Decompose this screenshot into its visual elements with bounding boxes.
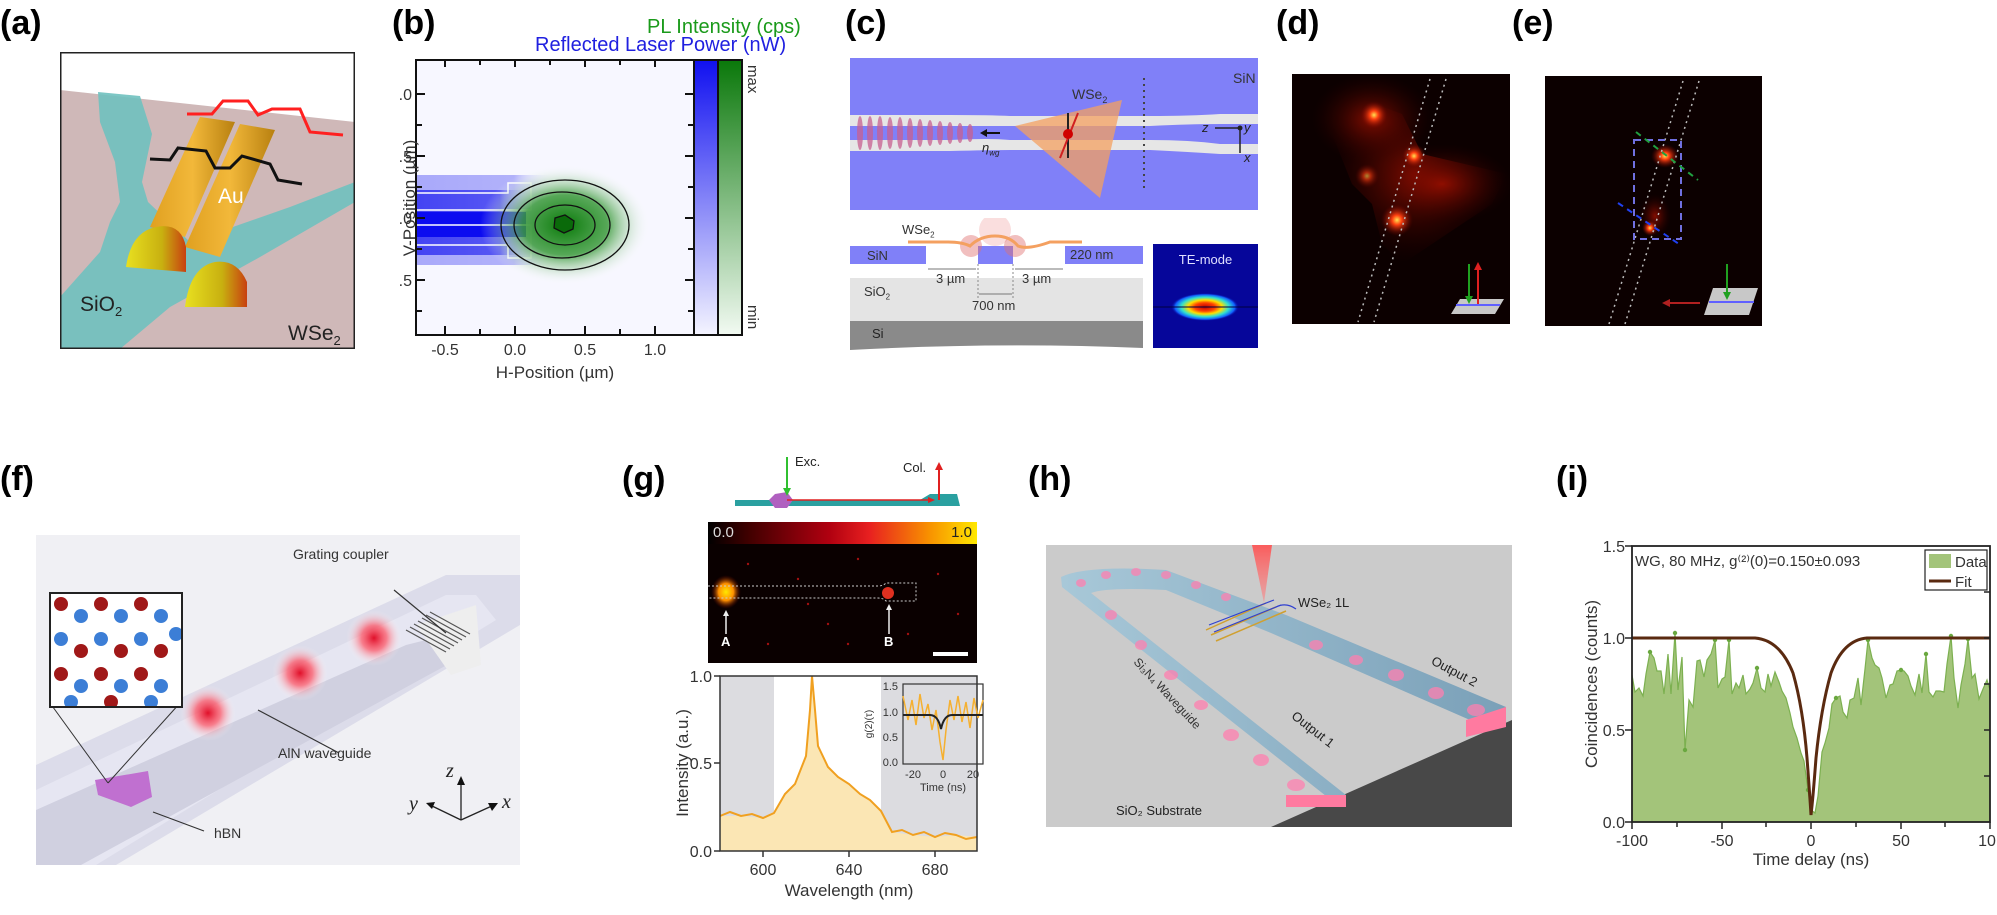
chart-b-heatmap: -0.5 0.0 0.5 1.0 1.0 0.5 0.0 -0.5 H-Posi…: [384, 55, 840, 385]
label-sin-cross: SiN: [867, 248, 888, 263]
label-col: Col.: [903, 460, 927, 475]
panel-h-waveguide-render: WSe₂ 1L Si₃N₄ Waveguide Output 1 Output …: [1046, 545, 1512, 827]
g-colorbar: [708, 522, 977, 544]
g-cbar-max: 1.0: [951, 524, 972, 541]
g-xtick: 600: [750, 862, 777, 879]
i-ytick: 0.0: [1603, 815, 1625, 832]
g-inset-xtick: 0: [940, 769, 946, 781]
legend-data: Data: [1955, 554, 1987, 571]
panel-f-hbn-waveguide-render: Grating coupler AlN waveguide hBN z y x: [36, 535, 520, 865]
label-aln-waveguide: AlN waveguide: [278, 745, 372, 761]
panel-g-label: (g): [622, 460, 666, 498]
i-xtick: 10: [1978, 833, 1996, 850]
i-ytick: 1.5: [1603, 539, 1625, 556]
i-xtick: 50: [1892, 833, 1910, 850]
b-xtick: -0.5: [431, 342, 459, 359]
panel-e-pl-map: [1545, 76, 1762, 326]
g-xtick: 680: [922, 862, 949, 879]
panel-c-label: (c): [845, 4, 887, 42]
i-xlabel: Time delay (ns): [1753, 850, 1870, 869]
b-xtick: 0.0: [504, 342, 526, 359]
label-wse2-1l: WSe₂ 1L: [1298, 595, 1350, 610]
panel-e-label: (e): [1512, 4, 1554, 42]
axis-z-f: z: [446, 760, 454, 782]
b-xlabel: H-Position (µm): [496, 363, 614, 382]
label-sin-top: SiN: [1233, 70, 1256, 86]
label-wse2: WSe2: [288, 322, 341, 349]
axis-z: z: [1202, 120, 1209, 135]
g-inset-ytick: 1.0: [883, 707, 898, 719]
label-gap-left: 3 µm: [936, 271, 966, 286]
label-sio2-cross: SiO2: [864, 284, 891, 302]
axis-y: y: [1244, 120, 1251, 135]
g-inset-ytick: 0.5: [883, 732, 898, 744]
b-xtick: 1.0: [644, 342, 666, 359]
label-eta-wg: ηwg: [982, 140, 1000, 158]
panel-g-schematic: Exc. Col.: [735, 452, 965, 512]
label-thickness: 220 nm: [1070, 247, 1114, 262]
hbn-lattice-inset: [49, 592, 183, 708]
g-inset-ytick: 0.0: [883, 757, 898, 769]
i-annotation: WG, 80 MHz, g⁽²⁾(0)=0.150±0.093: [1635, 553, 1860, 570]
panel-h-label: (h): [1028, 460, 1072, 498]
b-xtick: 0.5: [574, 342, 596, 359]
g-inset-chart: 1.5 1.0 0.5 0.0 -20 0 20 Time (ns) g(2)(…: [864, 681, 984, 794]
g-ytick: 0.5: [690, 756, 712, 773]
g-ytick: 0.0: [690, 844, 712, 861]
label-grating-coupler: Grating coupler: [293, 546, 389, 562]
label-wse2-top: WSe2: [1072, 86, 1108, 105]
cbar-max: max: [744, 65, 761, 94]
i-xtick: -100: [1616, 833, 1648, 850]
g-xtick: 640: [836, 862, 863, 879]
legend-reflected-power: Reflected Laser Power (nW): [535, 34, 787, 56]
i-ytick: 1.0: [1603, 631, 1625, 648]
g-ylabel: Intensity (a.u.): [673, 709, 692, 817]
g-inset-xlabel: Time (ns): [920, 782, 966, 794]
g-xlabel: Wavelength (nm): [785, 881, 914, 900]
panel-a-afm-image: Au SiO2 WSe2: [59, 51, 356, 350]
panel-d-label: (d): [1276, 4, 1320, 42]
legend-fit: Fit: [1955, 574, 1972, 591]
i-xtick: -50: [1710, 833, 1733, 850]
g-ytick: 1.0: [690, 670, 712, 686]
panel-f-label: (f): [0, 460, 34, 498]
g-inset-ylabel: g(2)(τ): [864, 710, 875, 738]
label-exc: Exc.: [795, 454, 821, 469]
chart-g-spectrum: 1.0 0.5 0.0 600 640 680 Wavelength (nm) …: [640, 669, 985, 910]
i-ytick: 0.5: [1603, 723, 1625, 740]
g-inset-xtick: -20: [905, 769, 921, 781]
g-inset-ytick: 1.5: [883, 681, 898, 693]
b-ylabel: V-Position (µm): [400, 139, 419, 257]
label-point-b: B: [884, 634, 894, 649]
g-inset-xtick: 20: [967, 769, 979, 781]
cbar-min: min: [744, 305, 761, 329]
chart-i-g2: 1.5 1.0 0.5 0.0 -100 -50 0 50 10 Time de…: [1575, 538, 1997, 878]
label-hbn: hBN: [214, 825, 242, 841]
label-width: 700 nm: [972, 298, 1016, 313]
axis-y-f: y: [409, 793, 418, 815]
g-cbar-min: 0.0: [713, 524, 734, 541]
axis-x-f: x: [502, 791, 511, 813]
label-wse2-cross: WSe2: [902, 222, 935, 240]
i-xtick: 0: [1807, 833, 1816, 850]
panel-g-pl-image: 0.0 1.0 A B: [708, 522, 977, 663]
i-ylabel: Coincidences (counts): [1582, 600, 1601, 768]
te-mode-profile: TE-mode: [1153, 244, 1258, 348]
panel-i-label: (i): [1556, 460, 1589, 498]
b-ytick: 1.0: [400, 87, 412, 104]
panel-b-label: (b): [392, 4, 436, 42]
label-point-a: A: [721, 634, 731, 649]
panel-d-pl-map: [1292, 74, 1512, 324]
panel-c-cross-section: WSe2 SiN 220 nm 3 µm 3 µm 700 nm SiO2 Si: [850, 214, 1143, 353]
label-sio2: SiO2: [80, 293, 123, 320]
label-sio2-substrate: SiO₂ Substrate: [1116, 803, 1202, 818]
label-gap-right: 3 µm: [1022, 271, 1052, 286]
legend-pl-intensity: PL Intensity (cps): [647, 16, 801, 38]
label-au: Au: [218, 185, 244, 208]
axis-x: x: [1244, 150, 1251, 165]
label-si: Si: [872, 326, 884, 341]
panel-a-label: (a): [0, 4, 42, 42]
label-te-mode: TE-mode: [1178, 252, 1233, 267]
panel-c-device-topview: SiN WSe2 ηwg z y x: [850, 58, 1258, 210]
